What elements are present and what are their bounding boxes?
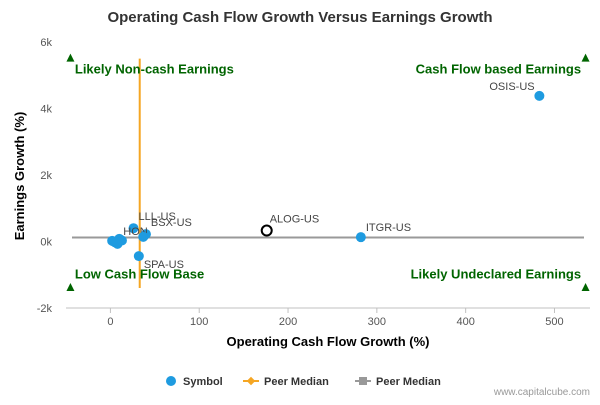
legend-grey-square-icon — [359, 377, 367, 385]
legend-symbol-circle-icon — [166, 376, 176, 386]
data-point[interactable] — [128, 223, 139, 234]
data-point[interactable] — [107, 235, 118, 246]
legend-item-symbol[interactable]: Symbol — [166, 376, 223, 388]
data-point-label: OSIS-US — [489, 81, 534, 93]
y-tick-label: 2k — [40, 170, 52, 182]
x-tick-label: 100 — [190, 316, 208, 328]
quadrant-triangle-icon — [66, 53, 75, 62]
data-point-label: ITGR-US — [366, 222, 411, 234]
quadrant-label-top-right: Cash Flow based Earnings — [416, 62, 581, 77]
quadrant-label-bottom-left: Low Cash Flow Base — [75, 267, 204, 282]
y-tick-label: 6k — [40, 37, 52, 49]
credit-text: www.capitalcube.com — [493, 387, 590, 398]
data-point-label: LLL-US — [138, 211, 175, 223]
data-point[interactable] — [534, 90, 545, 101]
data-point-label: BSX-US — [151, 217, 192, 229]
quadrant-label-top-left: Likely Non-cash Earnings — [75, 62, 234, 77]
x-tick-label: 0 — [107, 316, 113, 328]
legend-label-symbol: Symbol — [183, 376, 223, 388]
y-tick-label: 4k — [40, 104, 52, 116]
plot-area: 0 100 200 300 400 500 -2k 0k 2k 4k 6k OSIS-US ITGR-U… — [37, 37, 590, 328]
legend-orange-diamond-icon — [246, 376, 256, 386]
y-tick-label: -2k — [37, 303, 53, 315]
legend: Symbol Peer Median Peer Median — [166, 376, 441, 388]
legend-label-peer-median-y: Peer Median — [376, 376, 441, 388]
legend-label-peer-median-x: Peer Median — [264, 376, 329, 388]
data-point-label: SPA-US — [144, 259, 184, 271]
data-point[interactable] — [138, 231, 149, 242]
quadrant-triangle-icon — [581, 283, 590, 292]
x-tick-label: 400 — [456, 316, 474, 328]
quadrant-triangle-icon — [581, 53, 590, 62]
legend-item-peer-median-x[interactable]: Peer Median — [243, 376, 329, 388]
x-tick-label: 300 — [368, 316, 386, 328]
data-point[interactable] — [133, 251, 144, 262]
data-point[interactable] — [355, 232, 366, 243]
data-point[interactable] — [116, 235, 127, 246]
highlight-point-label: ALOG-US — [270, 214, 320, 226]
chart-title: Operating Cash Flow Growth Versus Earnin… — [107, 9, 492, 26]
x-axis-title: Operating Cash Flow Growth (%) — [227, 334, 430, 349]
x-tick-label: 200 — [279, 316, 297, 328]
legend-item-peer-median-y[interactable]: Peer Median — [355, 376, 441, 388]
y-axis-title: Earnings Growth (%) — [12, 112, 27, 241]
quadrant-triangle-icon — [66, 283, 75, 292]
highlight-data-point[interactable] — [260, 224, 273, 237]
y-tick-label: 0k — [40, 237, 52, 249]
quadrant-label-bottom-right: Likely Undeclared Earnings — [411, 267, 582, 282]
x-tick-label: 500 — [545, 316, 563, 328]
